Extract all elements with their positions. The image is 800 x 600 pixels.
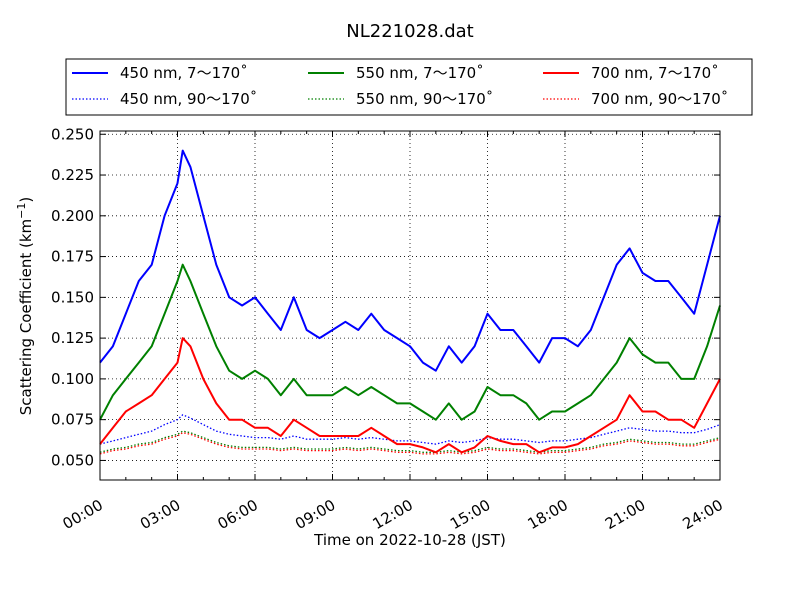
series-group xyxy=(99,149,721,455)
y-axis-title-close: ) xyxy=(17,197,35,203)
x-tick-label: 12:00 xyxy=(370,496,416,533)
x-tick-label: 03:00 xyxy=(137,496,183,533)
y-tick-label: 0.225 xyxy=(51,166,94,184)
x-tick-label: 15:00 xyxy=(447,496,493,533)
legend-box xyxy=(65,58,753,116)
x-tick-label: 21:00 xyxy=(602,496,648,533)
plot-frame xyxy=(99,130,721,481)
legend-label: 550 nm, 90～170˚ xyxy=(356,90,493,108)
legend-label: 700 nm, 90～170˚ xyxy=(591,90,728,108)
series-line xyxy=(99,263,721,421)
x-tick-label: 18:00 xyxy=(525,496,571,533)
grid xyxy=(100,131,720,480)
y-tick-label: 0.175 xyxy=(51,248,94,266)
series-line xyxy=(99,149,721,372)
x-axis-title: Time on 2022-10-28 (JST) xyxy=(313,531,506,549)
y-axis-title-main: Scattering Coefficient (km xyxy=(17,219,35,415)
x-tick-label: 06:00 xyxy=(215,496,261,533)
chart-title: NL221028.dat xyxy=(346,21,473,42)
legend-label: 450 nm, 90～170˚ xyxy=(120,90,257,108)
x-tick-label: 09:00 xyxy=(292,496,338,533)
x-tick-label: 24:00 xyxy=(680,496,726,533)
y-tick-label: 0.075 xyxy=(51,411,94,429)
y-tick-label: 0.125 xyxy=(51,329,94,347)
series-line xyxy=(99,432,721,455)
y-tick-label: 0.200 xyxy=(51,207,94,225)
x-tick-label: 00:00 xyxy=(60,496,106,533)
y-axis-title-sup: −1 xyxy=(15,203,28,219)
series-line xyxy=(99,337,721,454)
y-tick-label: 0.050 xyxy=(51,451,94,469)
series-line xyxy=(99,414,721,445)
y-axis-title: Scattering Coefficient (km−1) xyxy=(15,197,35,416)
legend-label: 700 nm, 7～170˚ xyxy=(591,64,719,82)
ticks: 00:00 03:00 06:00 09:00 12:00 15:00 18:00 21:00… xyxy=(51,125,726,533)
legend-label: 550 nm, 7～170˚ xyxy=(356,64,484,82)
y-tick-label: 0.150 xyxy=(51,288,94,306)
legend: 450 nm, 7～170˚ 550 nm, 7～170˚ 700 nm, 7～17… xyxy=(65,58,753,116)
legend-label: 450 nm, 7～170˚ xyxy=(120,64,248,82)
y-tick-label: 0.250 xyxy=(51,125,94,143)
y-tick-label: 0.100 xyxy=(51,370,94,388)
